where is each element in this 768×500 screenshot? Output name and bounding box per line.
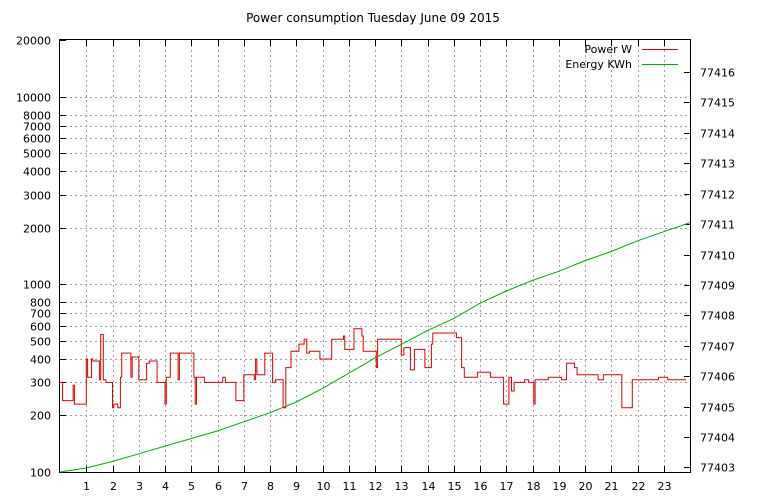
right-tick-label: 77404 (700, 432, 735, 445)
legend-label: Power W (584, 43, 632, 56)
right-tick-label: 77410 (700, 250, 735, 263)
legend-label: Energy KWh (565, 58, 632, 71)
left-tick-label: 7000 (23, 121, 51, 134)
left-tick-label: 500 (30, 336, 51, 349)
right-tick-label: 77415 (700, 97, 735, 110)
chart-title: Power consumption Tuesday June 09 2015 (246, 11, 500, 25)
left-tick-label: 300 (30, 377, 51, 390)
x-tick-label: 9 (293, 480, 300, 493)
x-tick-label: 21 (605, 480, 619, 493)
left-tick-label: 2000 (23, 223, 51, 236)
right-tick-label: 77408 (700, 310, 735, 323)
left-tick-label: 400 (30, 354, 51, 367)
right-axis: 77403 77404 77405 77406 77407 77408 77409 77410… (684, 67, 735, 475)
x-tick-label: 19 (553, 480, 567, 493)
left-tick-label: 600 (30, 321, 51, 334)
plot-frame (59, 39, 691, 473)
x-tick-label: 11 (343, 480, 357, 493)
x-tick-label: 17 (500, 480, 514, 493)
right-tick-label: 77406 (700, 371, 735, 384)
right-tick-label: 77403 (700, 462, 735, 475)
power-line (60, 328, 687, 409)
x-tick-label: 1 (83, 480, 90, 493)
right-tick-label: 77414 (700, 128, 735, 141)
x-axis: 1 2 3 4 5 6 7 8 9 10 11 12 13 14 15 16 17 18 19 20 21 22 23 (83, 40, 672, 493)
energy-line (59, 222, 691, 473)
x-tick-label: 16 (474, 480, 488, 493)
left-tick-label: 20000 (16, 35, 51, 48)
x-tick-label: 10 (317, 480, 331, 493)
x-tick-label: 8 (267, 480, 274, 493)
x-tick-label: 20 (579, 480, 593, 493)
right-tick-label: 77416 (700, 67, 735, 80)
left-tick-label: 700 (30, 308, 51, 321)
x-tick-label: 5 (188, 480, 195, 493)
legend: Power W Energy KWh (565, 43, 678, 71)
left-tick-label: 1000 (23, 279, 51, 292)
left-tick-label: 10000 (16, 92, 51, 105)
x-tick-label: 15 (448, 480, 462, 493)
left-tick-label: 800 (30, 297, 51, 310)
x-tick-label: 12 (369, 480, 383, 493)
right-tick-label: 77412 (700, 189, 735, 202)
right-tick-label: 77407 (700, 341, 735, 354)
x-tick-label: 13 (395, 480, 409, 493)
right-tick-label: 77409 (700, 280, 735, 293)
x-tick-label: 22 (632, 480, 646, 493)
left-tick-label: 200 (30, 410, 51, 423)
series (59, 222, 691, 473)
grid (60, 40, 690, 472)
left-tick-label: 8000 (23, 110, 51, 123)
right-tick-label: 77405 (700, 402, 735, 415)
x-tick-label: 6 (215, 480, 222, 493)
x-tick-label: 14 (422, 480, 436, 493)
right-tick-label: 77411 (700, 219, 735, 232)
right-tick-label: 77413 (700, 158, 735, 171)
left-tick-label: 4000 (23, 166, 51, 179)
x-tick-label: 18 (527, 480, 541, 493)
x-tick-label: 4 (162, 480, 169, 493)
left-tick-label: 3000 (23, 190, 51, 203)
x-tick-label: 23 (658, 480, 672, 493)
left-tick-label: 5000 (23, 148, 51, 161)
left-tick-label: 100 (30, 467, 51, 480)
x-tick-label: 2 (110, 480, 117, 493)
x-tick-label: 7 (241, 480, 248, 493)
x-tick-label: 3 (136, 480, 143, 493)
left-tick-label: 6000 (23, 133, 51, 146)
